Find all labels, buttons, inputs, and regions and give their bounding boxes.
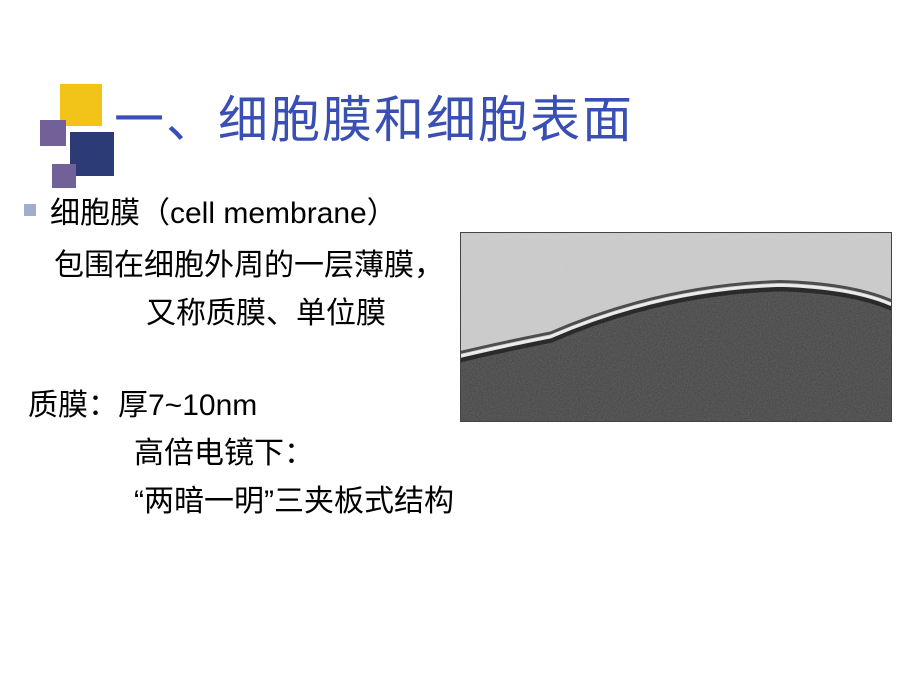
text-latin: cell membrane bbox=[170, 197, 367, 230]
deco-square-purple-1 bbox=[40, 120, 66, 146]
line-cell-membrane: 细胞膜（cell membrane） bbox=[50, 190, 397, 238]
text-seg: ） bbox=[367, 197, 397, 230]
quote-close: ” bbox=[264, 485, 274, 518]
text-latin: 7~10nm bbox=[148, 389, 257, 422]
text-seg: 细胞膜（ bbox=[50, 197, 170, 230]
deco-square-purple-2 bbox=[52, 164, 76, 188]
text-seg: 质膜：厚 bbox=[28, 389, 148, 422]
slide-title: 一、细胞膜和细胞表面 bbox=[114, 80, 634, 152]
electron-micrograph-image bbox=[460, 232, 892, 422]
quote-open: “ bbox=[134, 485, 144, 518]
line-em: 高倍电镜下： bbox=[134, 430, 894, 478]
deco-square-yellow bbox=[60, 84, 102, 126]
bullet-icon bbox=[24, 204, 36, 216]
line-structure: “两暗一明”三夹板式结构 bbox=[134, 478, 894, 526]
text-seg: 三夹板式结构 bbox=[274, 485, 454, 518]
title-decoration bbox=[40, 84, 120, 204]
text-seg: 两暗一明 bbox=[144, 485, 264, 518]
slide: 一、细胞膜和细胞表面 细胞膜（cell membrane） 包围在细胞外周的一层… bbox=[0, 0, 920, 690]
deco-square-navy bbox=[70, 132, 114, 176]
bullet-item-1: 细胞膜（cell membrane） bbox=[24, 190, 894, 238]
